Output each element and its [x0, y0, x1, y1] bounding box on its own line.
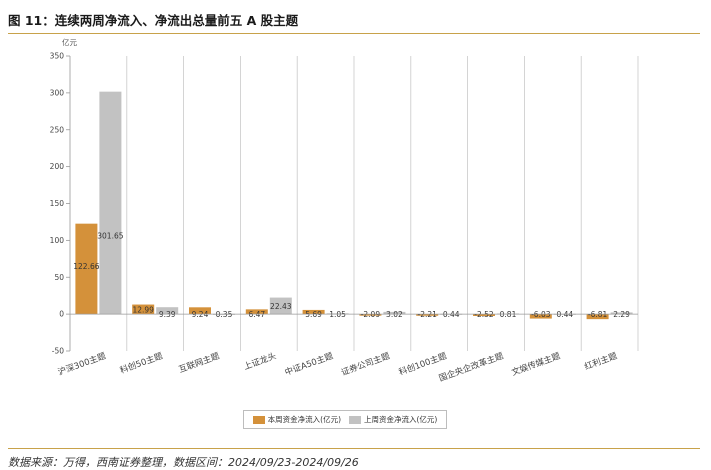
legend-label-last-week: 上周资金净流入(亿元) [364, 415, 438, 424]
bar-last-week [269, 297, 292, 315]
data-label-last-week: 0.44 [556, 310, 573, 319]
y-tick-label: 350 [50, 52, 65, 61]
y-unit-label: 亿元 [62, 37, 77, 47]
data-label-this-week: -6.81 [588, 310, 608, 319]
bar-this-week [473, 314, 495, 316]
data-label-this-week: 9.24 [192, 310, 209, 319]
data-label-last-week: 22.43 [270, 302, 292, 311]
bar-this-week [529, 314, 552, 319]
bar-this-week [189, 307, 211, 315]
data-label-this-week: -2.52 [474, 310, 494, 319]
y-tick-label: 100 [50, 236, 65, 245]
data-label-this-week: 5.69 [305, 310, 322, 319]
data-label-last-week: 2.29 [613, 310, 630, 319]
bar-last-week [383, 311, 406, 315]
x-category-label: 沪深300主题 [56, 350, 107, 378]
y-tick-label: 250 [50, 125, 65, 134]
bar-this-week [416, 314, 439, 316]
x-category-label: 中证A50主题 [283, 350, 335, 378]
data-label-this-week: -2.21 [417, 310, 437, 319]
bar-this-week [75, 223, 98, 315]
x-category-label: 文娱传媒主题 [510, 350, 562, 378]
legend-item-last-week: 上周资金净流入(亿元) [349, 414, 437, 425]
chart-legend: 本周资金净流入(亿元) 上周资金净流入(亿元) [243, 410, 447, 429]
bar-last-week [610, 312, 633, 315]
bar-this-week [586, 314, 609, 320]
legend-label-this-week: 本周资金净流入(亿元) [267, 415, 341, 424]
y-tick-label: 50 [54, 273, 64, 282]
x-category-label: 红利主题 [583, 350, 619, 372]
data-label-this-week: -6.03 [531, 310, 551, 319]
data-label-last-week: 3.02 [386, 310, 403, 319]
data-label-last-week: 0.44 [443, 310, 460, 319]
data-label-this-week: 122.66 [73, 262, 99, 271]
y-tick-label: 0 [59, 310, 64, 319]
bar-last-week [156, 307, 179, 315]
y-tick-label: 150 [50, 199, 65, 208]
bar-this-week [359, 314, 382, 316]
y-tick-label: 300 [50, 88, 65, 97]
x-category-label: 证券公司主题 [340, 350, 392, 378]
data-label-last-week: 301.65 [97, 231, 123, 240]
x-category-label: 上证龙头 [242, 350, 278, 372]
bar-this-week [302, 309, 325, 315]
top-divider [8, 33, 700, 34]
x-category-label: 国企央企改革主题 [437, 350, 505, 384]
bottom-divider [8, 448, 700, 449]
bar-last-week [99, 91, 122, 315]
data-label-last-week: 0.35 [216, 310, 233, 319]
legend-item-this-week: 本周资金净流入(亿元) [252, 414, 341, 425]
data-source-note: 数据来源：万得，西南证券整理，数据区间：2024/09/23-2024/09/2… [8, 456, 359, 469]
legend-swatch-last-week [349, 415, 361, 424]
figure-title: 图 11：连续两周净流入、净流出总量前五 A 股主题 [8, 13, 299, 28]
bar-this-week [245, 309, 268, 315]
legend-swatch-this-week [252, 415, 265, 424]
y-tick-label: 200 [50, 162, 65, 171]
bar-this-week [132, 304, 155, 315]
data-label-last-week: 9.39 [159, 310, 176, 319]
data-label-this-week: 6.47 [248, 310, 265, 319]
y-tick-label: -50 [52, 347, 64, 356]
data-label-last-week: 0.81 [500, 310, 517, 319]
data-label-this-week: -2.09 [361, 310, 381, 319]
data-label-last-week: 1.05 [329, 310, 346, 319]
x-category-label: 科创50主题 [118, 350, 164, 376]
x-category-label: 互联网主题 [177, 350, 221, 375]
data-label-this-week: 12.99 [132, 305, 154, 314]
